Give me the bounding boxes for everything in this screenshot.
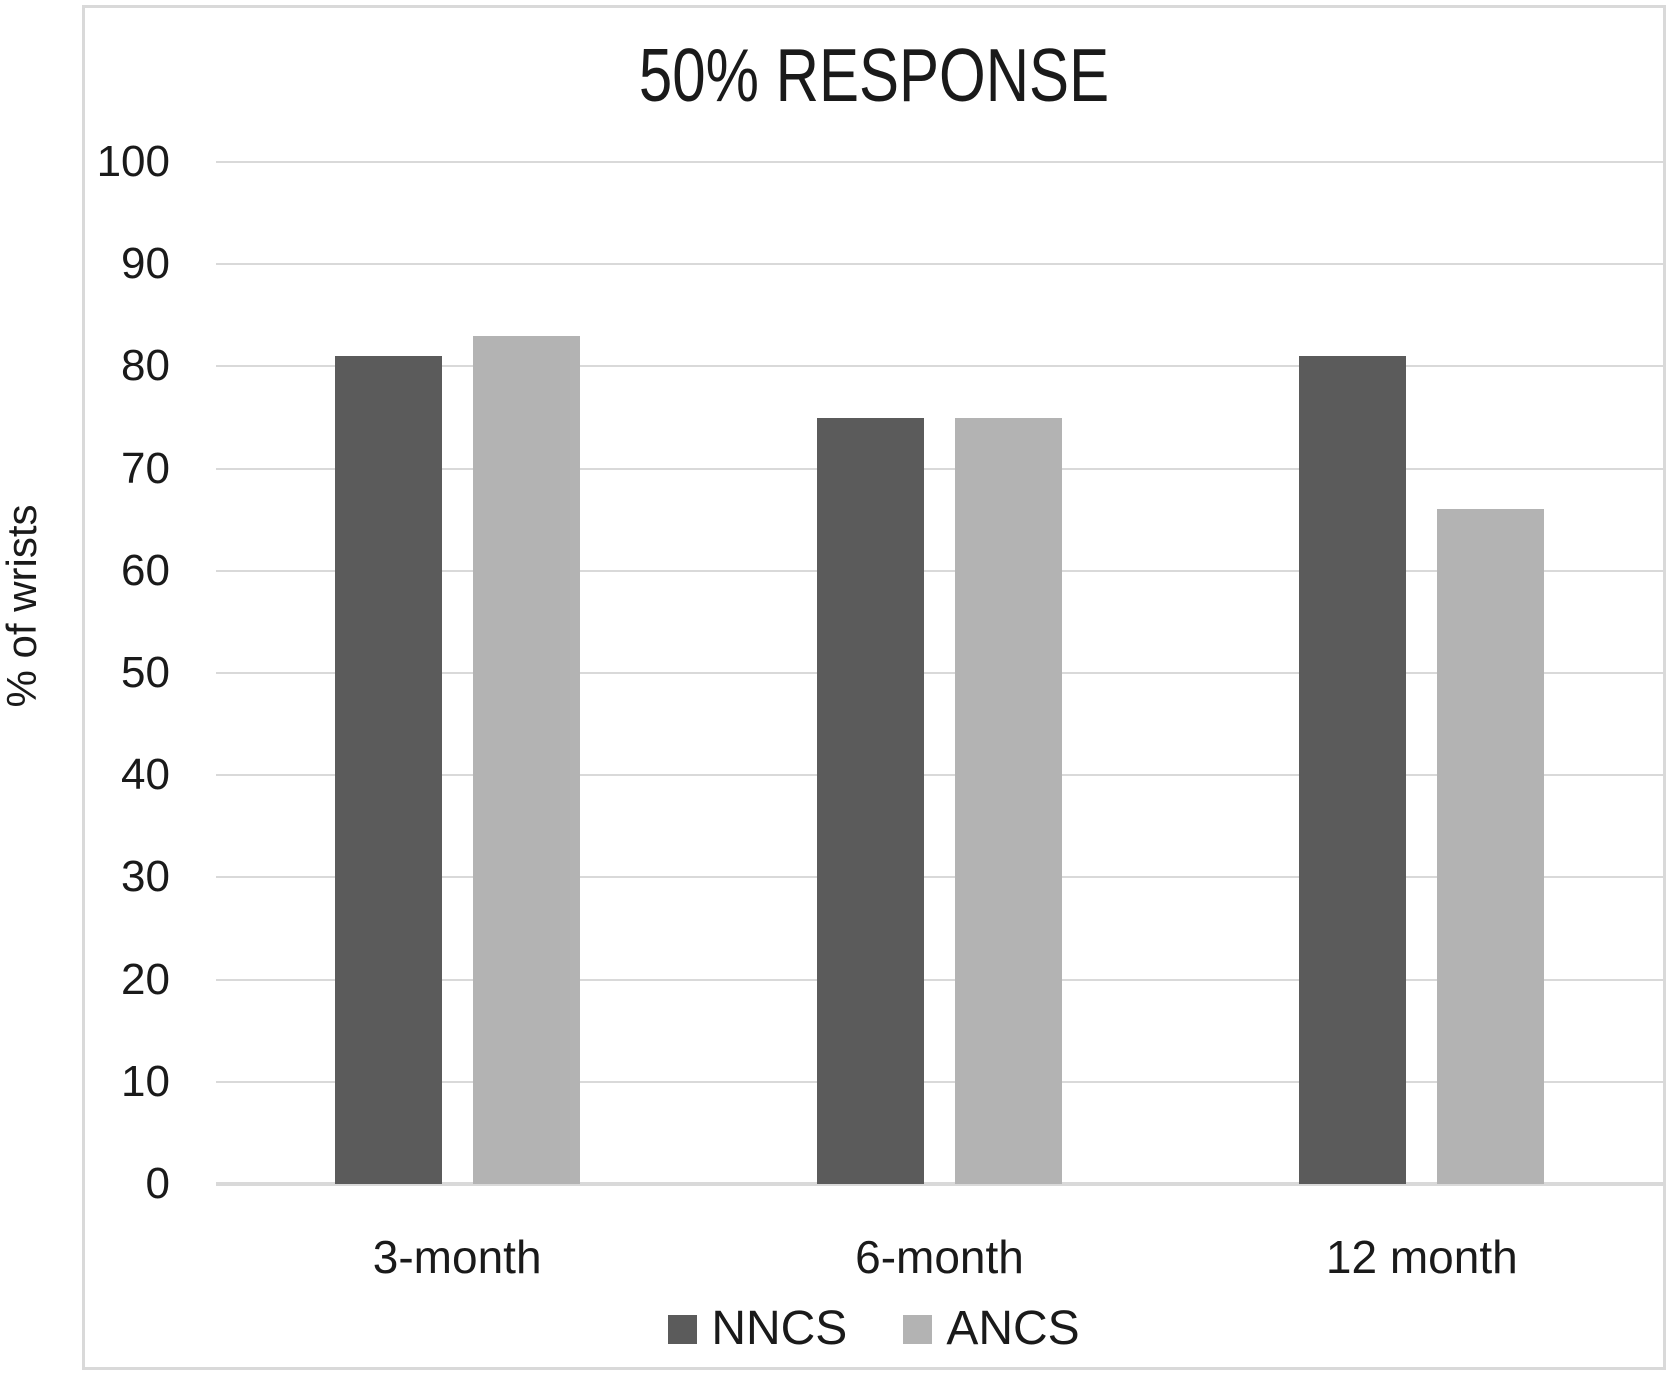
x-tick-label-6-month: 6-month bbox=[855, 1231, 1024, 1283]
y-tick-label-0: 0 bbox=[145, 1159, 170, 1208]
bar-ancs-6-month bbox=[955, 417, 1062, 1184]
y-tick-label-60: 60 bbox=[121, 545, 170, 595]
legend-label-nncs: NNCS bbox=[711, 1302, 848, 1355]
y-tick-label-30: 30 bbox=[121, 852, 170, 902]
y-tick-label-20: 20 bbox=[121, 954, 170, 1004]
gridline-10 bbox=[216, 1080, 1663, 1083]
bar-ancs-12-month bbox=[1437, 509, 1545, 1184]
x-tick-label-12-month: 12 month bbox=[1325, 1231, 1518, 1283]
legend-swatch-nncs bbox=[668, 1314, 698, 1344]
bar-nncs-6-month bbox=[817, 417, 924, 1184]
legend-item-nncs: NNCS bbox=[668, 1303, 847, 1355]
x-tick-label-3-month: 3-month bbox=[372, 1231, 542, 1283]
bar-nncs-12-month bbox=[1299, 356, 1407, 1184]
x-axis-baseline bbox=[216, 1182, 1663, 1186]
gridline-70 bbox=[216, 467, 1663, 470]
gridline-100 bbox=[216, 161, 1663, 163]
y-axis-title: % of wrists bbox=[0, 504, 45, 708]
y-tick-label-50: 50 bbox=[121, 648, 170, 697]
bar-nncs-3-month bbox=[334, 356, 442, 1184]
legend-swatch-ancs bbox=[903, 1314, 933, 1344]
gridline-60 bbox=[216, 569, 1663, 572]
gridline-40 bbox=[216, 774, 1663, 777]
y-tick-label-80: 80 bbox=[121, 341, 170, 391]
y-tick-label-10: 10 bbox=[121, 1056, 170, 1106]
gridline-80 bbox=[216, 365, 1663, 368]
legend: NNCS ANCS bbox=[82, 1303, 1666, 1355]
legend-label-ancs: ANCS bbox=[946, 1302, 1080, 1355]
gridline-90 bbox=[216, 263, 1663, 266]
gridline-50 bbox=[216, 672, 1663, 674]
y-tick-label-100: 100 bbox=[96, 137, 170, 186]
y-tick-label-90: 90 bbox=[121, 239, 170, 289]
gridline-30 bbox=[216, 876, 1663, 879]
gridline-20 bbox=[216, 978, 1663, 981]
legend-item-ancs: ANCS bbox=[903, 1302, 1080, 1355]
y-tick-label-40: 40 bbox=[121, 750, 170, 800]
chart-title: 50% RESPONSE bbox=[638, 33, 1110, 117]
y-tick-label-70: 70 bbox=[121, 443, 170, 493]
bar-ancs-3-month bbox=[472, 335, 580, 1184]
